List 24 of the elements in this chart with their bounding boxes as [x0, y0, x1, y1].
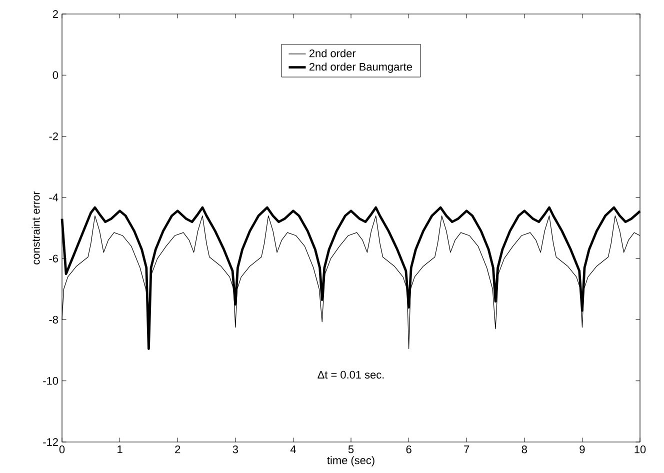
x-tick-label: 9: [580, 446, 585, 454]
x-tick-label: 8: [522, 446, 527, 454]
y-tick-label: 2: [52, 10, 58, 18]
x-axis-title: time (sec): [327, 456, 374, 466]
x-tick-label: 6: [406, 446, 412, 454]
x-tick-label: 10: [634, 446, 646, 454]
x-tick-label: 3: [232, 446, 238, 454]
y-tick-label: -8: [49, 316, 58, 324]
y-tick-label: -2: [49, 132, 58, 140]
y-tick-label: -10: [43, 376, 58, 385]
y-tick-label: -6: [49, 254, 58, 262]
x-tick-label: 1: [118, 446, 122, 454]
annotation: Δt = 0.01 sec.: [318, 370, 384, 379]
legend-label: 2nd order Baumgarte: [309, 62, 412, 73]
y-tick-label: -12: [43, 438, 58, 446]
x-tick-label: 0: [59, 446, 65, 454]
y-tick-label: 0: [52, 71, 58, 80]
x-tick-label: 5: [348, 446, 354, 454]
x-tick-label: 7: [464, 446, 470, 454]
legend-label: 2nd order: [309, 49, 356, 58]
y-axis-title: constraint error: [32, 191, 40, 264]
x-tick-label: 2: [175, 446, 180, 454]
y-tick-label: -4: [49, 194, 58, 202]
x-tick-label: 4: [290, 446, 296, 454]
